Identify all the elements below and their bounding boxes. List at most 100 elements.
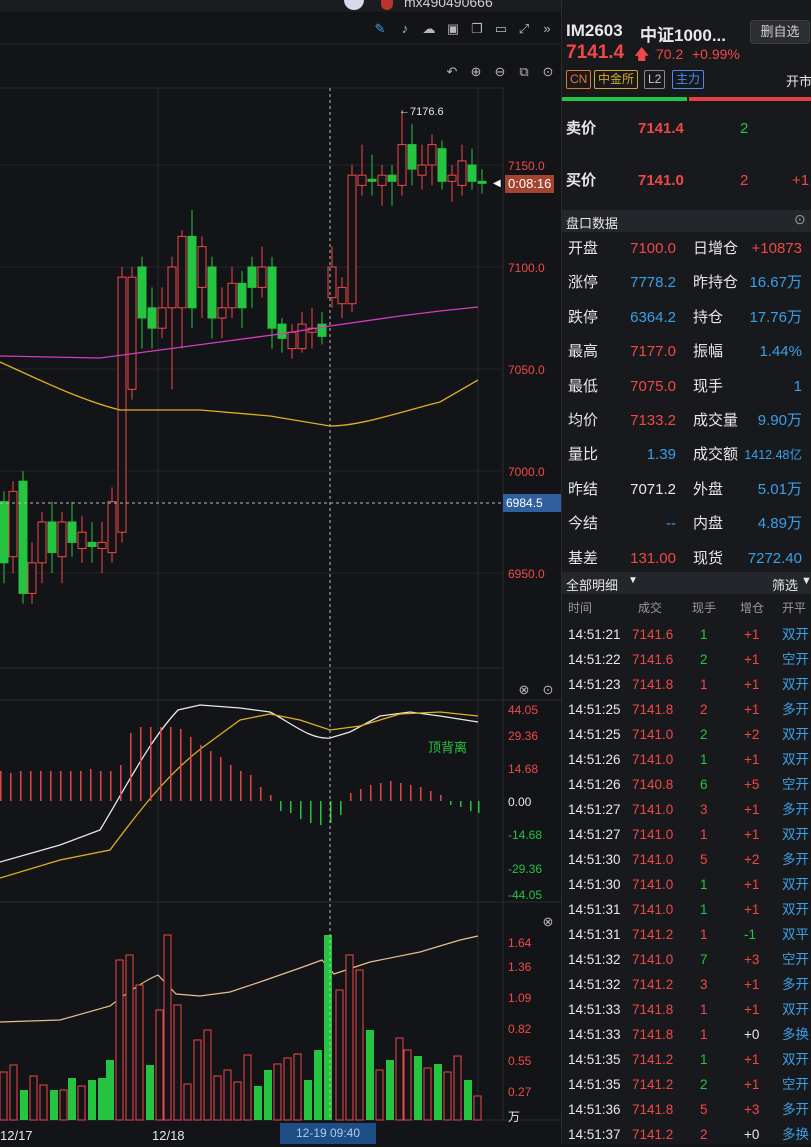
tick-time: 14:51:25 — [568, 702, 621, 717]
macd-bar — [360, 789, 362, 801]
close-icon[interactable]: ⊗ — [518, 682, 530, 697]
quote-label: 昨持仓 — [693, 274, 739, 292]
candle-body — [467, 164, 477, 182]
tick-price: 7141.0 — [632, 952, 674, 967]
bell-icon[interactable]: ♪ — [401, 21, 409, 36]
volume-bar — [88, 1080, 96, 1120]
filter-button[interactable]: 筛选 — [772, 578, 799, 593]
tick-volume: 1 — [700, 1052, 708, 1067]
volume-bar — [135, 984, 144, 1121]
countdown-label: 0:08:16 — [505, 175, 555, 193]
quote-label: 均价 — [568, 412, 599, 429]
candle-body — [477, 180, 487, 184]
candle-body — [427, 144, 437, 166]
filter-icon[interactable]: ▼ — [801, 575, 811, 587]
undo-icon[interactable]: ↶ — [446, 64, 458, 79]
macd-bar — [350, 793, 352, 801]
tick-type: 双开 — [782, 902, 809, 917]
tick-row: 14:51:25 7141.8 2 +1 多开 — [562, 697, 811, 722]
copy-icon[interactable]: ❐ — [471, 21, 483, 36]
candle-body — [267, 266, 277, 329]
volume-bar — [304, 1080, 312, 1120]
expand-icon[interactable]: ⤢ — [518, 21, 530, 36]
tick-volume: 1 — [700, 752, 708, 767]
volume-bar — [283, 1057, 292, 1121]
tick-type: 多开 — [782, 802, 809, 817]
chevron-right-icon[interactable]: » — [543, 21, 551, 36]
candle-body — [97, 541, 107, 550]
tick-type: 双开 — [782, 1052, 809, 1067]
tick-time: 14:51:33 — [568, 1002, 621, 1017]
settings-icon[interactable]: ⊙ — [794, 211, 806, 227]
tick-type: 多开 — [782, 702, 809, 717]
bid-label: 买价 — [566, 172, 597, 189]
tick-type: 多开 — [782, 977, 809, 992]
settings-icon[interactable]: ⊙ — [542, 682, 554, 697]
volume-bar — [223, 1069, 232, 1121]
last-price: 7141.4 — [566, 42, 625, 63]
volume-bar — [106, 1060, 114, 1120]
tick-time: 14:51:31 — [568, 927, 621, 942]
ask-label: 卖价 — [566, 120, 597, 137]
tick-volume: 5 — [700, 1102, 708, 1117]
tick-volume: 2 — [700, 1077, 708, 1092]
candle-body — [397, 144, 407, 186]
tick-price: 7141.0 — [632, 727, 674, 742]
bid-price[interactable]: 7141.0 — [638, 172, 684, 189]
remove-favorite-button[interactable]: 删自选 — [750, 20, 810, 44]
volume-bar — [414, 1056, 422, 1120]
tick-oi: +1 — [744, 677, 760, 692]
tick-oi: +1 — [744, 827, 760, 842]
quote-value: 5.01万 — [757, 480, 802, 498]
tick-volume: 2 — [700, 652, 708, 667]
tick-price: 7141.8 — [632, 1027, 674, 1042]
username[interactable]: mx490490666 — [404, 0, 493, 10]
pencil-icon[interactable]: ✎ — [374, 21, 386, 36]
quote-value: 7778.2 — [630, 274, 676, 292]
tick-time: 14:51:36 — [568, 1102, 621, 1117]
buy-sell-ratio-bar-red — [689, 97, 811, 101]
volume-bar — [293, 1053, 302, 1121]
tick-volume: 1 — [700, 902, 708, 917]
volume-bar — [20, 1090, 28, 1120]
zoom-out-icon[interactable]: ⊖ — [494, 64, 506, 79]
macd-bar — [130, 733, 132, 801]
quote-row: 量比 1.39 成交额 1412.48亿 — [562, 438, 811, 472]
user-avatar[interactable] — [381, 0, 393, 10]
close-icon[interactable]: ⊗ — [542, 914, 554, 929]
monitor-icon[interactable]: ▭ — [494, 21, 508, 36]
ticks-title[interactable]: 全部明细 — [566, 578, 619, 593]
candle-body — [277, 323, 287, 339]
candle-body — [18, 480, 28, 594]
price-label: 6950.0 — [508, 567, 545, 581]
volume-bar — [314, 1050, 322, 1120]
macd-bar — [260, 787, 262, 801]
app-logo-icon[interactable] — [344, 0, 364, 10]
volume-bar — [9, 1064, 18, 1121]
tick-oi: -1 — [744, 927, 757, 942]
tick-oi: +1 — [744, 702, 760, 717]
volume-bar — [68, 1078, 76, 1120]
macd-bar — [170, 727, 172, 801]
high-marker: 7176.6 — [410, 106, 444, 118]
tick-type: 双开 — [782, 752, 809, 767]
macd-bar — [370, 785, 372, 801]
macd-bar — [10, 773, 12, 801]
kline-chart[interactable] — [0, 0, 561, 1144]
tick-oi: +2 — [744, 852, 760, 867]
ask-price[interactable]: 7141.4 — [638, 120, 684, 137]
zoom-in-icon[interactable]: ⊕ — [470, 64, 482, 79]
tick-row: 14:51:26 7140.8 6 +5 空开 — [562, 772, 811, 797]
quote-label: 昨结 — [568, 480, 599, 498]
volume-bar — [59, 1089, 68, 1121]
candle-body — [147, 307, 157, 329]
settings-icon[interactable]: ⊙ — [542, 64, 554, 79]
camera-icon[interactable]: ▣ — [446, 21, 460, 36]
window-icon[interactable]: ⧉ — [519, 64, 529, 79]
macd-bar — [110, 771, 112, 801]
candle-body — [167, 266, 177, 309]
quote-value: 7075.0 — [630, 377, 676, 395]
candle-body — [0, 501, 9, 564]
dropdown-icon[interactable]: ▼ — [628, 575, 638, 586]
cloud-icon[interactable]: ☁ — [422, 21, 436, 36]
